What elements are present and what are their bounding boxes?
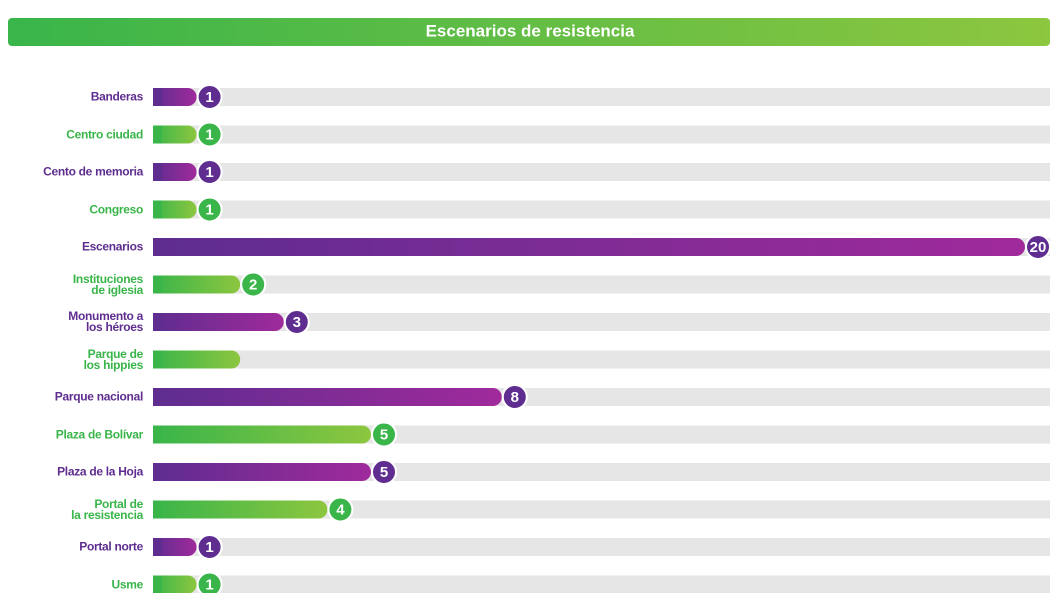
category-label: Congreso bbox=[89, 202, 143, 216]
category-label: Portal norte bbox=[79, 539, 143, 554]
value-badge bbox=[196, 121, 223, 148]
bar bbox=[153, 88, 197, 106]
track bbox=[153, 125, 1050, 144]
value-badge bbox=[283, 309, 310, 335]
category-label: Instituciones de iglesia bbox=[72, 271, 143, 297]
bar bbox=[153, 388, 502, 406]
bar bbox=[153, 350, 241, 369]
value-label: 1 bbox=[205, 576, 213, 593]
value-badge bbox=[196, 159, 223, 185]
chart-title: Escenarios de resistencia bbox=[426, 21, 635, 40]
category-label: Parque de los hippies bbox=[83, 346, 144, 372]
category-label: Parque nacional bbox=[54, 389, 144, 404]
value-label: 1 bbox=[205, 201, 213, 218]
bar-base bbox=[153, 350, 162, 369]
bar-base bbox=[153, 200, 162, 219]
category-label: Cento de memoria bbox=[43, 164, 143, 179]
category-label: Escenarios bbox=[81, 239, 143, 254]
value-badge bbox=[327, 496, 354, 523]
category-label: Plaza de la Hoja bbox=[57, 464, 143, 479]
bar bbox=[153, 463, 371, 481]
bar-base bbox=[153, 163, 162, 181]
track bbox=[153, 200, 1050, 219]
value-label: 5 bbox=[380, 464, 388, 481]
value-label: 3 bbox=[293, 314, 301, 331]
value-badge bbox=[1025, 234, 1051, 260]
value-badge bbox=[196, 84, 223, 110]
category-label: Plaza de Bolívar bbox=[55, 427, 144, 441]
bar-base bbox=[153, 575, 162, 593]
track bbox=[153, 538, 1050, 556]
value-badge bbox=[196, 534, 223, 560]
bar bbox=[153, 125, 197, 144]
bar-base bbox=[153, 238, 162, 256]
value-badge bbox=[196, 571, 223, 593]
bar bbox=[153, 275, 241, 294]
value-badge bbox=[240, 271, 267, 298]
track bbox=[153, 350, 1050, 369]
bar bbox=[153, 200, 197, 219]
bar-base bbox=[153, 313, 162, 331]
track bbox=[153, 163, 1050, 181]
track bbox=[153, 313, 1050, 331]
value-label: 1 bbox=[205, 126, 213, 143]
value-badge bbox=[371, 421, 397, 448]
bar-base bbox=[153, 275, 162, 294]
bar bbox=[153, 425, 371, 444]
bar bbox=[153, 238, 1025, 256]
category-label: Portal de la resistencia bbox=[71, 496, 143, 522]
track bbox=[153, 575, 1050, 593]
value-badge bbox=[501, 384, 528, 410]
value-label: 2 bbox=[249, 276, 257, 293]
bar-base bbox=[153, 125, 162, 144]
bar-base bbox=[153, 88, 162, 106]
value-label: 5 bbox=[380, 426, 388, 443]
value-label: 1 bbox=[205, 539, 213, 556]
value-label: 1 bbox=[205, 164, 213, 181]
category-label: Usme bbox=[111, 577, 144, 591]
bar-base bbox=[153, 500, 162, 519]
category-label: Monumento a los héroes bbox=[68, 309, 143, 334]
bar bbox=[153, 163, 197, 181]
bar bbox=[153, 500, 328, 519]
bar bbox=[153, 575, 197, 593]
bar bbox=[153, 538, 197, 556]
bar-base bbox=[153, 388, 162, 406]
track bbox=[153, 88, 1050, 106]
title-bar bbox=[8, 18, 1050, 46]
bar bbox=[153, 313, 284, 331]
track bbox=[153, 275, 1050, 294]
bar-base bbox=[153, 463, 162, 481]
value-label: 1 bbox=[205, 89, 213, 106]
track bbox=[153, 500, 1050, 519]
category-label: Banderas bbox=[90, 89, 144, 104]
bar-base bbox=[153, 425, 162, 444]
category-label: Centro ciudad bbox=[66, 127, 143, 141]
value-label: 4 bbox=[336, 501, 345, 518]
bar-base bbox=[153, 538, 162, 556]
value-label: 20 bbox=[1030, 239, 1047, 256]
value-label: 8 bbox=[511, 389, 519, 406]
value-badge bbox=[196, 196, 223, 223]
value-badge bbox=[371, 459, 397, 485]
